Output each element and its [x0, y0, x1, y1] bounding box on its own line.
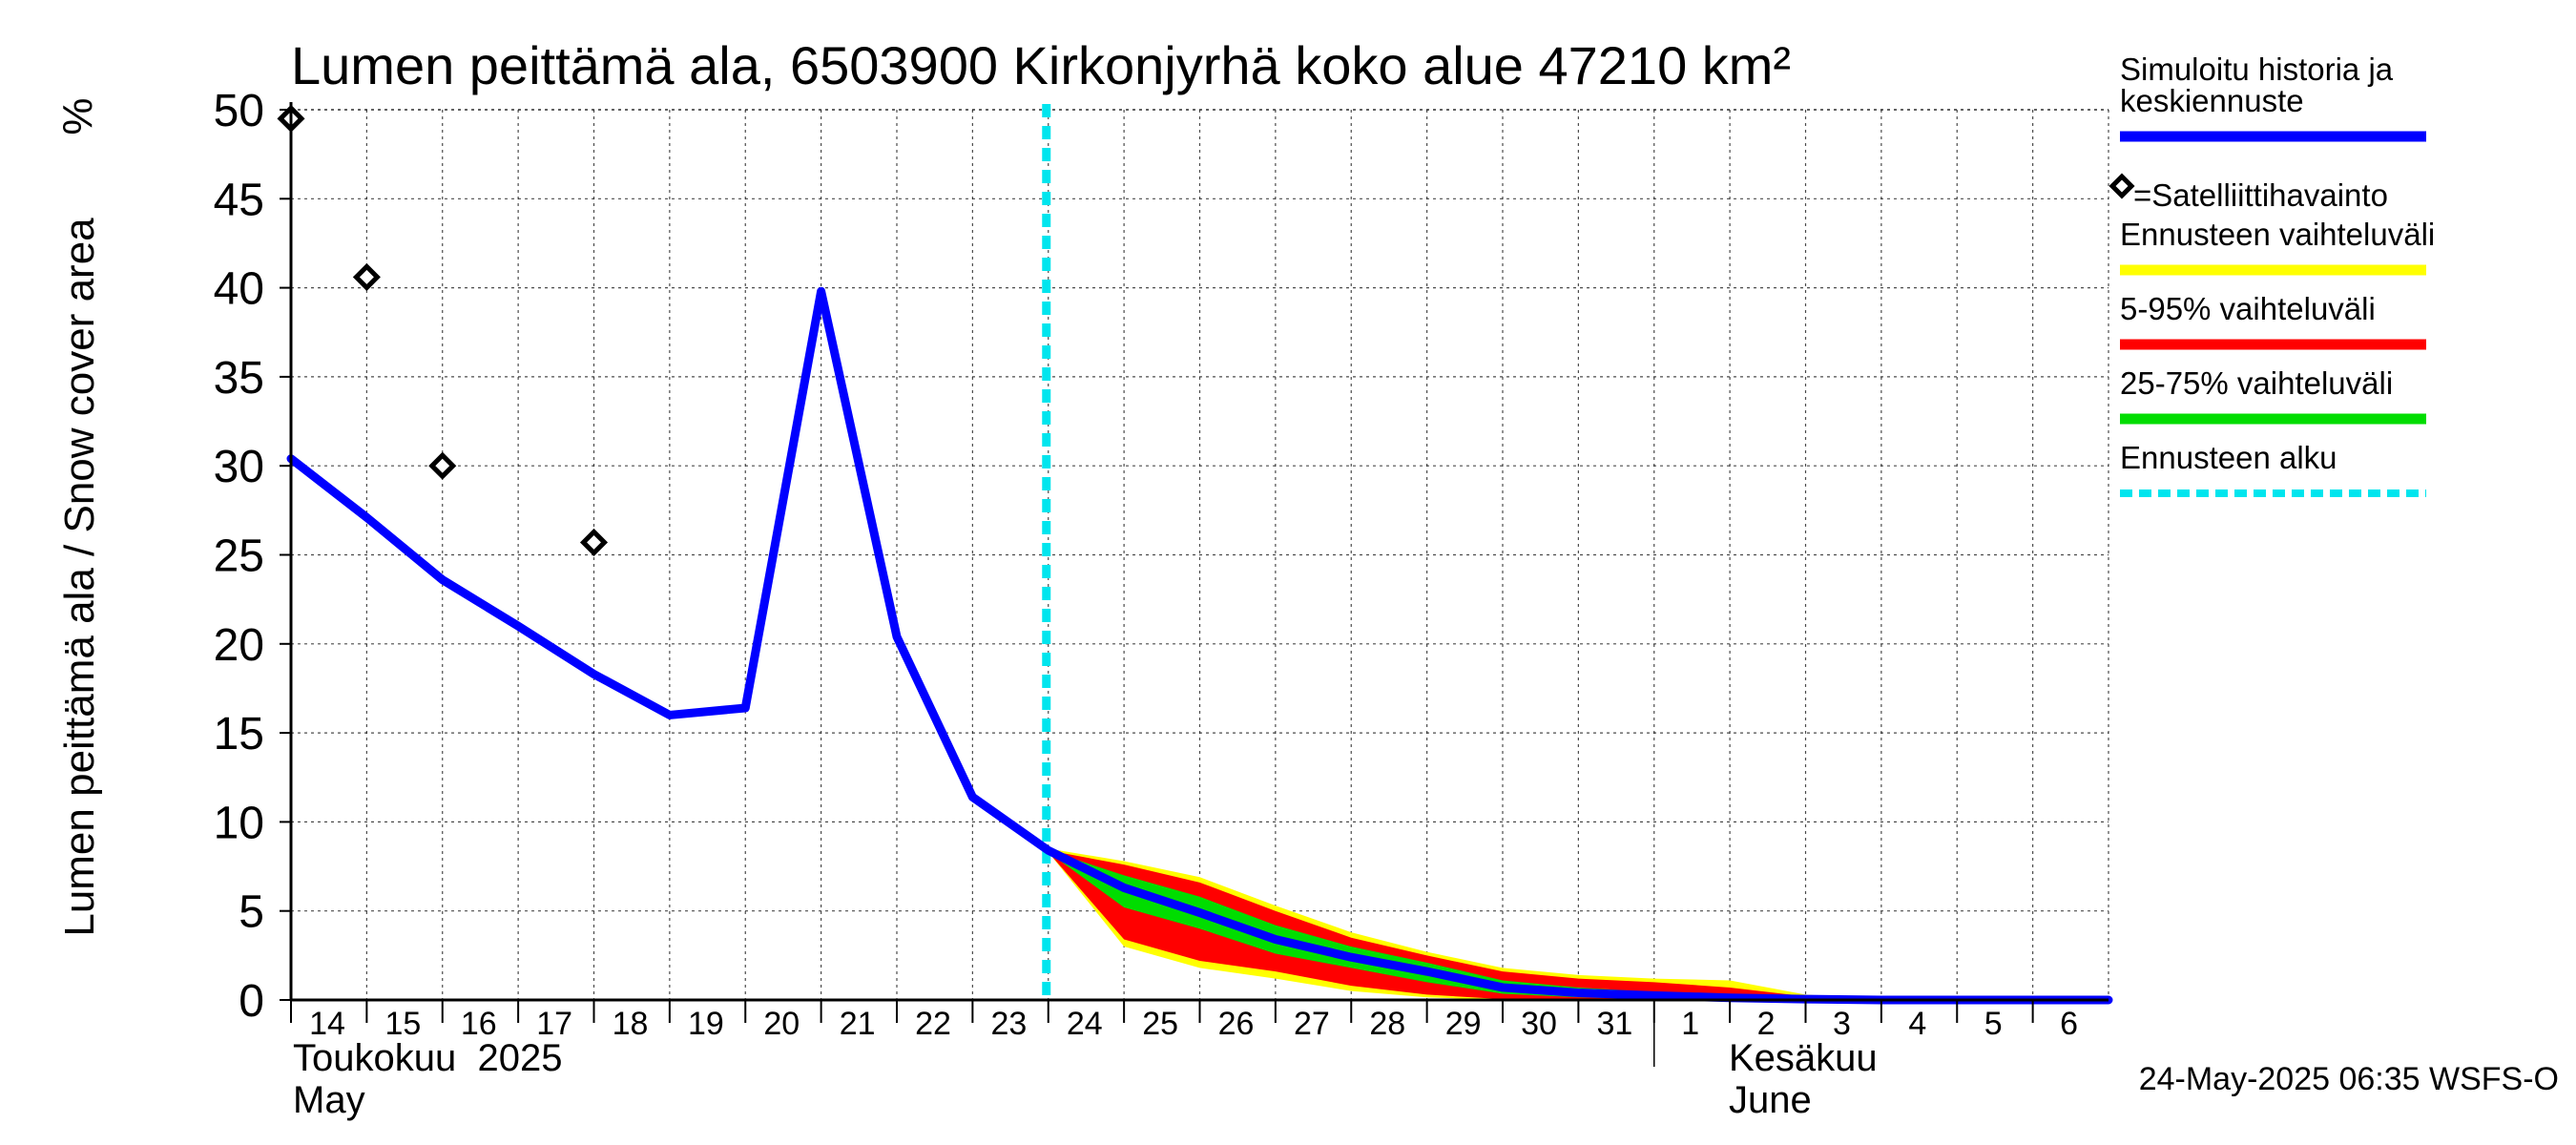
month-label-june-fi: Kesäkuu — [1729, 1037, 1878, 1079]
y-tick-label: 35 — [214, 353, 264, 404]
x-tick-label: 4 — [1908, 1006, 1926, 1042]
y-tick-label: 5 — [239, 887, 264, 938]
legend-entry: Ennusteen alku — [2120, 440, 2426, 497]
legend-label: =Satelliittihavainto — [2133, 177, 2388, 213]
grid — [290, 109, 2109, 1000]
axes — [280, 102, 2109, 1067]
x-tick-label: 26 — [1218, 1006, 1255, 1042]
x-tick-label: 17 — [536, 1006, 572, 1042]
x-tick-label: 28 — [1369, 1006, 1405, 1042]
y-tick-labels: 0 5 10 15 20 25 30 35 40 45 50 — [214, 86, 264, 1027]
y-tick-label: 10 — [214, 798, 264, 848]
month-label-may-en: May — [293, 1079, 365, 1121]
y-tick-label: 20 — [214, 620, 264, 671]
legend-label: Ennusteen alku — [2120, 440, 2337, 475]
x-tick-labels: 14 15 16 17 18 19 20 21 22 23 24 25 26 27 28 29 30 31 1 2 3 4… — [309, 1006, 2078, 1042]
x-tick-label: 1 — [1681, 1006, 1699, 1042]
x-tick-label: 31 — [1596, 1006, 1632, 1042]
x-tick-label: 14 — [309, 1006, 345, 1042]
legend-label: 25-75% vaihteluväli — [2120, 365, 2393, 401]
y-axis-unit: % — [54, 97, 101, 135]
x-tick-label: 3 — [1833, 1006, 1851, 1042]
band-25-75-vaihteluv-li — [1048, 850, 2109, 1000]
legend-marker-icon — [2109, 173, 2135, 199]
x-tick-label: 16 — [461, 1006, 497, 1042]
month-labels: Toukokuu 2025 May Kesäkuu June — [293, 1037, 1878, 1121]
x-tick-label: 23 — [990, 1006, 1027, 1042]
x-tick-label: 18 — [613, 1006, 649, 1042]
x-tick-label: 30 — [1521, 1006, 1557, 1042]
y-tick-label: 25 — [214, 531, 264, 582]
x-tick-label: 20 — [763, 1006, 800, 1042]
legend-label: keskiennuste — [2120, 83, 2304, 118]
x-tick-label: 21 — [840, 1006, 876, 1042]
legend-entry: 5-95% vaihteluväli — [2120, 291, 2426, 350]
y-tick-label: 15 — [214, 709, 264, 760]
legend-label: Ennusteen vaihteluväli — [2120, 217, 2435, 252]
band-5-95-vaihteluv-li — [1048, 850, 2109, 1000]
y-tick-label: 40 — [214, 264, 264, 315]
x-tick-label: 19 — [688, 1006, 724, 1042]
legend-entry: 25-75% vaihteluväli — [2120, 365, 2426, 425]
month-label-june-en: June — [1729, 1079, 1812, 1121]
y-tick-label: 30 — [214, 442, 264, 492]
y-tick-label: 0 — [239, 976, 264, 1027]
legend-label: Simuloitu historia ja — [2120, 52, 2394, 87]
legend-label: 5-95% vaihteluväli — [2120, 291, 2376, 326]
forecast-bands — [1048, 848, 2109, 1000]
chart-title: Lumen peittämä ala, 6503900 Kirkonjyrhä … — [291, 35, 1791, 95]
satellite-point — [428, 451, 457, 480]
y-tick-label: 45 — [214, 175, 264, 225]
timestamp-footer: 24-May-2025 06:35 WSFS-O — [2139, 1061, 2559, 1097]
legend-entry: Ennusteen vaihteluväli — [2120, 217, 2435, 276]
x-tick-label: 22 — [915, 1006, 951, 1042]
x-tick-label: 27 — [1294, 1006, 1330, 1042]
legend-entry: =Satelliittihavainto — [2109, 173, 2388, 213]
x-tick-label: 15 — [384, 1006, 421, 1042]
x-tick-label: 6 — [2060, 1006, 2078, 1042]
x-tick-label: 29 — [1445, 1006, 1482, 1042]
y-axis-label: Lumen peittämä ala / Snow cover area — [56, 218, 103, 937]
y-tick-label: 50 — [214, 86, 264, 136]
x-tick-label: 5 — [1984, 1006, 2003, 1042]
x-tick-label: 24 — [1067, 1006, 1103, 1042]
satellite-point — [579, 528, 609, 556]
satellite-point — [352, 262, 381, 291]
month-label-may-fi: Toukokuu 2025 — [293, 1037, 562, 1079]
x-tick-label: 25 — [1142, 1006, 1178, 1042]
x-tick-label: 2 — [1757, 1006, 1776, 1042]
